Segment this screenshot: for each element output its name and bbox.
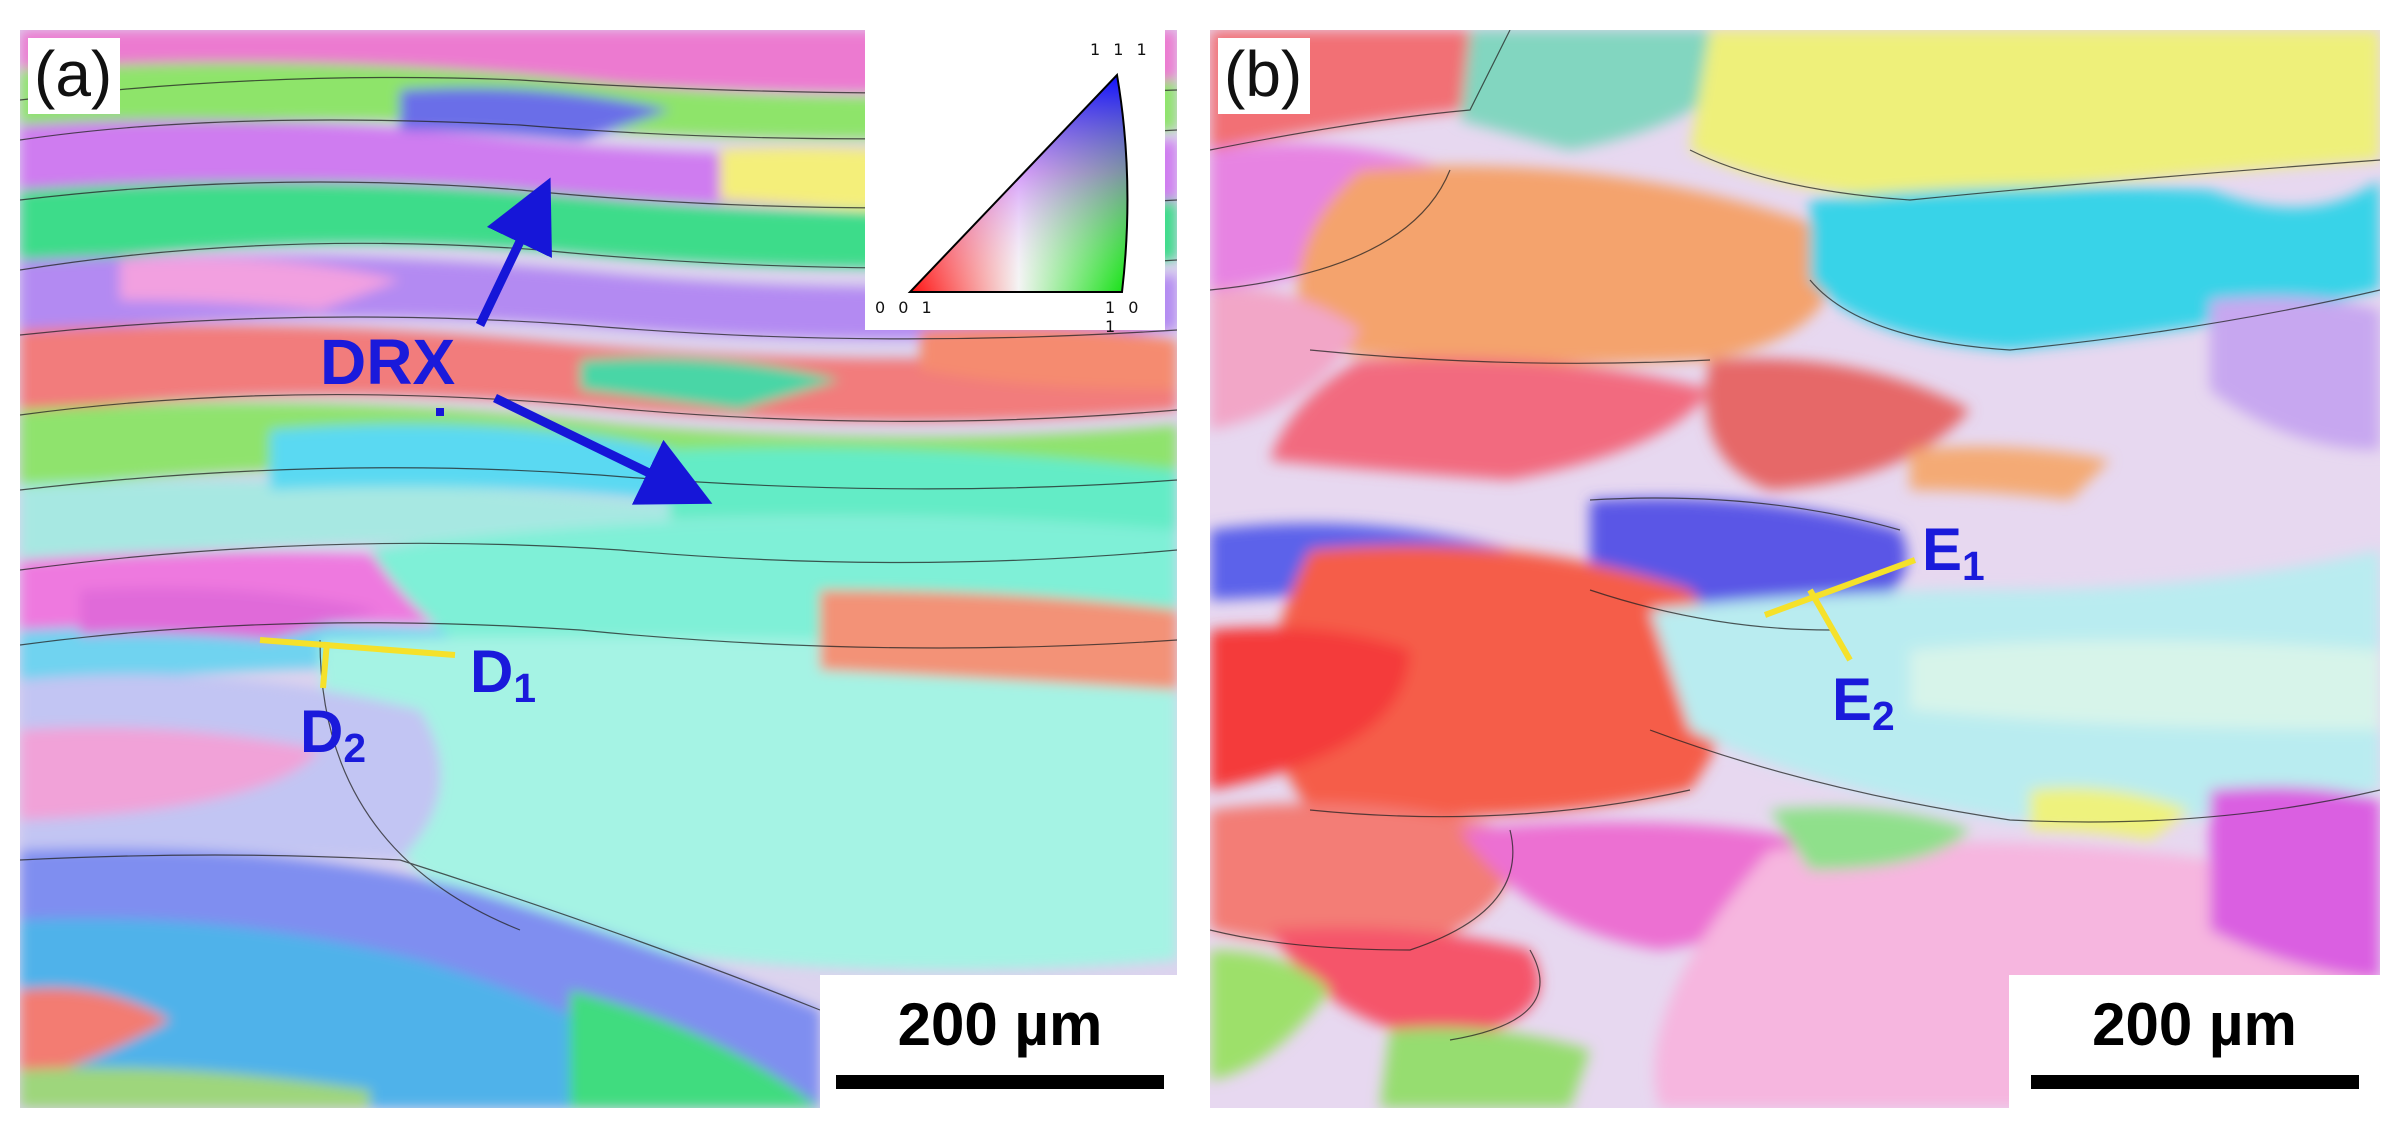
drx-label: DRX (320, 326, 456, 398)
legend-label-001: 0 0 1 (875, 298, 936, 317)
ebsd-map-panel-b: (b) E1 E2 200 µm (1210, 30, 2380, 1108)
d2-label: D2 (300, 698, 367, 772)
panel-label-a: (a) (28, 38, 121, 114)
legend-label-101: 1 0 1 (1105, 298, 1143, 336)
d1-label: D1 (470, 638, 537, 712)
panel-label-b: (b) (1218, 38, 1311, 114)
ebsd-map-panel-a: (a) 1 1 1 0 0 1 1 0 1 (20, 30, 1177, 1108)
e2-label: E2 (1832, 666, 1895, 740)
ipf-color-key-legend: 1 1 1 0 0 1 1 0 1 (865, 30, 1165, 336)
e1-label: E1 (1922, 516, 1985, 590)
scale-bar-b: 200 µm (2009, 975, 2380, 1108)
legend-label-111: 1 1 1 (1090, 40, 1151, 59)
scale-bar-a: 200 µm (820, 975, 1177, 1108)
ebsd-orientation-map-b (1210, 30, 2380, 1108)
scale-bar-line-a (836, 1074, 1164, 1089)
scale-bar-line-b (2030, 1074, 2359, 1089)
scale-bar-label-a: 200 µm (897, 990, 1103, 1058)
scale-bar-label-b: 200 µm (2092, 990, 2297, 1058)
ipf-triangle-icon (907, 72, 1129, 293)
